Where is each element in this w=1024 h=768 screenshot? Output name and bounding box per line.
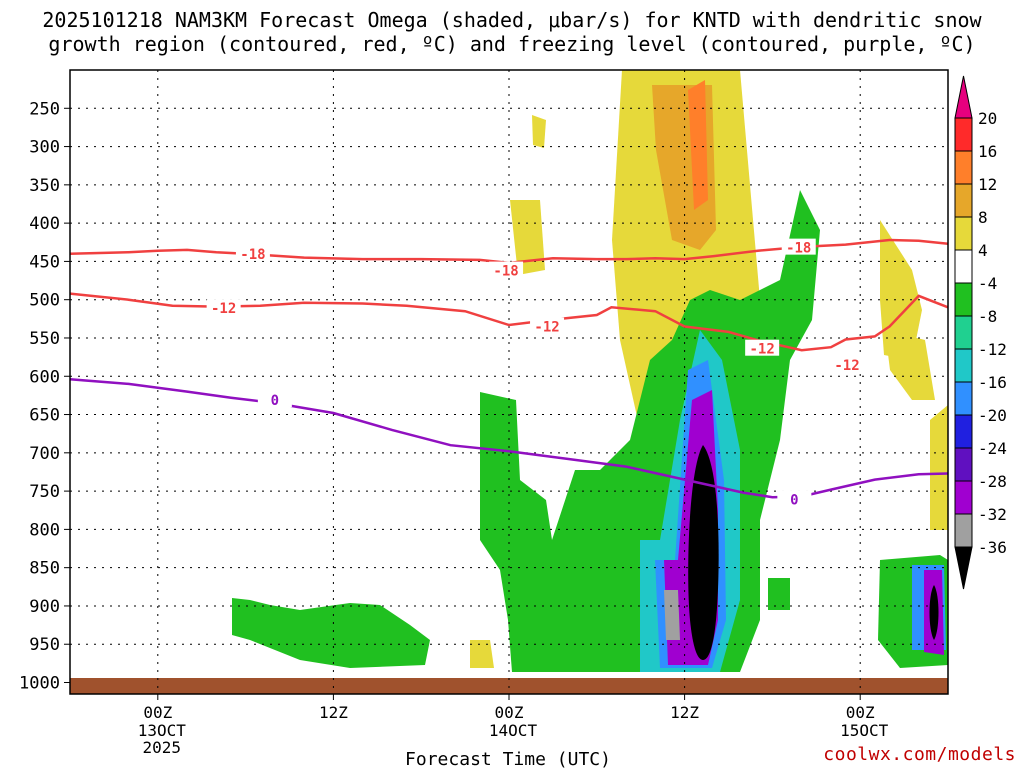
colorbar-box-1 <box>954 117 973 152</box>
y-tick-label-250: 250 <box>29 99 60 119</box>
contour-label-0-2: -18 <box>786 241 811 257</box>
colorbar-label-5: -4 <box>978 274 997 293</box>
y-tick-label-350: 350 <box>29 176 60 196</box>
colorbar-box-8 <box>954 348 973 383</box>
colorbar-box-3 <box>954 183 973 218</box>
y-tick-label-650: 650 <box>29 406 60 426</box>
contour-label-bg-1-3 <box>830 355 865 372</box>
omega-green-region-left <box>232 598 430 668</box>
colorbar-bottom-arrow <box>954 546 973 590</box>
colorbar-box-7 <box>954 315 973 350</box>
omega-upward-max-region <box>688 80 708 210</box>
omega-yellow-patch-right-edge <box>930 405 948 530</box>
colorbar-label-1: 16 <box>978 142 997 161</box>
colorbar: 20 16 12 8 4 -4 -8 -12 -16 -20 -24 -28 -32 -36 <box>954 75 1007 590</box>
y-tick-label-700: 700 <box>29 444 60 464</box>
colorbar-box-10 <box>954 414 973 449</box>
colorbar-label-11: -28 <box>978 472 1007 491</box>
contour-label-2-0: 0 <box>271 393 279 409</box>
colorbar-label-8: -16 <box>978 373 1007 392</box>
colorbar-box-12 <box>954 480 973 515</box>
contour-label-1-3: -12 <box>834 358 859 374</box>
contour-label-bg-1-0 <box>206 299 241 316</box>
colorbar-top-arrow <box>954 75 973 119</box>
y-tick-label-450: 450 <box>29 252 60 272</box>
y-tick-label-900: 900 <box>29 597 60 617</box>
colorbar-box-4 <box>954 216 973 251</box>
contour-label-2-1: 0 <box>790 493 798 509</box>
colorbar-label-0: 20 <box>978 109 997 128</box>
x-tick-sublabel-2-0: 14OCT <box>489 721 538 740</box>
omega-yellow-patch-low-1 <box>470 640 494 668</box>
omega-black-core-right <box>929 585 939 640</box>
contour-label-bg-2-1 <box>777 490 812 507</box>
omega-yellow-patch-right-2 <box>885 330 935 400</box>
y-tick-label-850: 850 <box>29 559 60 579</box>
y-tick-label-950: 950 <box>29 635 60 655</box>
chart-title-line-2: growth region (contoured, red, ºC) and f… <box>48 32 976 56</box>
contour-line--12 <box>69 292 949 352</box>
contour-lines: -18 -18 -18 -12 -12 -12 -12 0 0 <box>69 238 949 509</box>
contour-line--18 <box>69 238 949 265</box>
x-tick-label-1: 12Z <box>319 703 348 722</box>
y-tick-label-1000: 1000 <box>19 674 60 694</box>
x-tick-label-3: 12Z <box>670 703 699 722</box>
x-tick-sublabel-0-0: 13OCT <box>138 721 187 740</box>
contour-label-bg-1-1 <box>530 317 565 334</box>
x-tick-label-2: 00Z <box>495 703 524 722</box>
colorbar-box-5 <box>954 249 973 284</box>
omega-green-patch-800 <box>768 578 790 610</box>
source-credit: coolwx.com/models <box>823 744 1016 765</box>
x-tick-sublabel-4-0: 15OCT <box>840 721 889 740</box>
contour-label-bg-2-0 <box>257 390 292 407</box>
chart-title-line-1: 2025101218 NAM3KM Forecast Omega (shaded… <box>42 8 982 32</box>
colorbar-box-2 <box>954 150 973 185</box>
y-tick-label-800: 800 <box>29 520 60 540</box>
colorbar-box-11 <box>954 447 973 482</box>
x-axis-title: Forecast Time (UTC) <box>405 749 611 768</box>
contour-label-bg-0-2 <box>781 238 816 255</box>
omega-yellow-patch-250 <box>532 115 546 148</box>
colorbar-label-12: -32 <box>978 505 1007 524</box>
y-axis: 250 300 350 400 450 500 550 600 650 700 750 800 850 9… <box>19 99 70 694</box>
colorbar-label-9: -20 <box>978 406 1007 425</box>
colorbar-box-6 <box>954 282 973 317</box>
colorbar-label-6: -8 <box>978 307 997 326</box>
omega-yellow-patch-300 <box>510 200 545 275</box>
omega-grey-core <box>664 590 680 640</box>
contour-label-1-0: -12 <box>211 301 236 317</box>
y-tick-label-750: 750 <box>29 482 60 502</box>
contour-label-bg-1-2 <box>745 339 780 356</box>
contour-label-bg-0-1 <box>489 261 524 278</box>
contour-label-1-1: -12 <box>534 319 559 335</box>
x-tick-label-0: 00Z <box>143 703 172 722</box>
colorbar-label-10: -24 <box>978 439 1007 458</box>
y-tick-label-400: 400 <box>29 214 60 234</box>
colorbar-label-4: 4 <box>978 241 988 260</box>
contour-label-0-1: -18 <box>493 264 518 280</box>
colorbar-box-13 <box>954 513 973 548</box>
contour-label-0-0: -18 <box>240 247 265 263</box>
colorbar-label-3: 8 <box>978 208 988 227</box>
colorbar-label-2: 12 <box>978 175 997 194</box>
x-tick-label-4: 00Z <box>846 703 875 722</box>
contour-label-bg-0-0 <box>235 244 270 261</box>
y-tick-label-550: 550 <box>29 329 60 349</box>
contour-label-1-2: -12 <box>750 342 775 358</box>
colorbar-box-9 <box>954 381 973 416</box>
grid-lines <box>70 70 948 694</box>
colorbar-label-13: -36 <box>978 538 1007 557</box>
colorbar-label-7: -12 <box>978 340 1007 359</box>
y-tick-label-300: 300 <box>29 138 60 158</box>
x-tick-sublabel-0-1: 2025 <box>143 738 182 757</box>
y-tick-label-600: 600 <box>29 367 60 387</box>
y-tick-label-500: 500 <box>29 291 60 311</box>
contour-line-0 <box>69 378 949 499</box>
